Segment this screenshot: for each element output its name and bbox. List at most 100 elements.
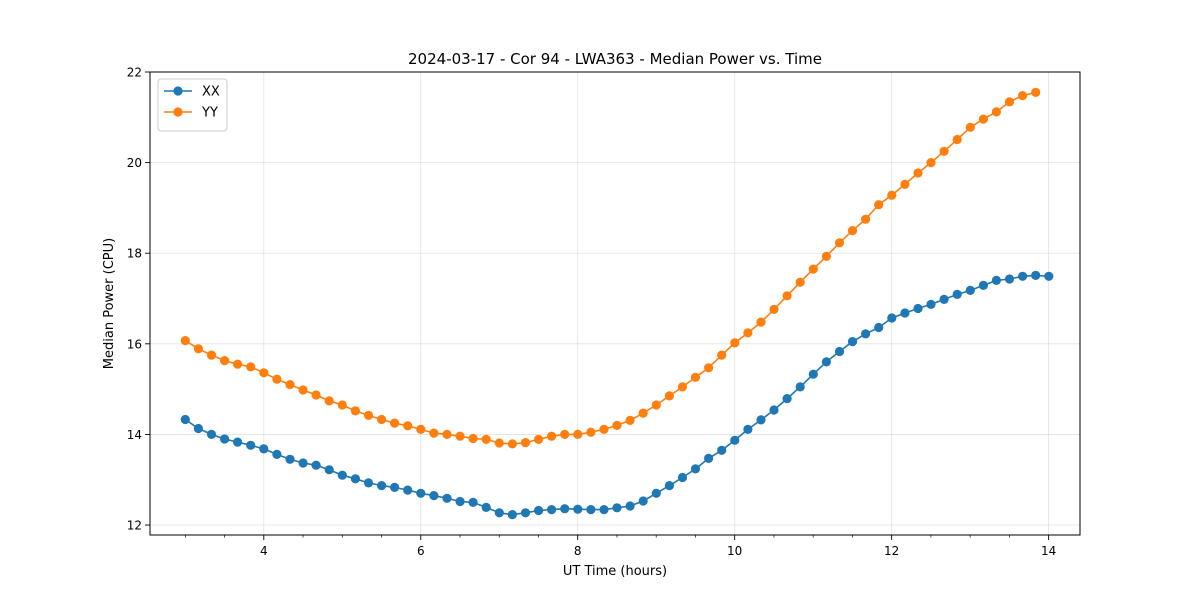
ticks: 4 6 8 10 12 14 12 14 16 18 20 22: [127, 66, 1057, 559]
series-yy-point: [403, 421, 413, 431]
series-xx-point: [612, 503, 622, 513]
y-tick-label: 22: [127, 66, 142, 80]
series-xx-point: [926, 299, 936, 309]
series-yy-point: [651, 400, 661, 410]
series-yy-point: [206, 350, 217, 360]
series-xx-point: [874, 322, 884, 333]
y-tick-label: 14: [127, 428, 142, 442]
series-xx-point: [285, 454, 295, 464]
y-tick-label: 20: [127, 156, 142, 170]
series-xx-point: [1004, 274, 1015, 284]
series-xx-point: [664, 481, 675, 491]
series-xx-point: [481, 502, 491, 512]
series-yy-point: [363, 410, 374, 420]
series-xx-point: [180, 414, 190, 425]
series-yy-point: [259, 368, 269, 378]
series-xx-point: [363, 478, 374, 488]
series-xx-point: [494, 508, 504, 518]
series-yy-point: [756, 317, 766, 327]
series-yy-point: [507, 439, 517, 449]
series-xx-point: [442, 493, 452, 503]
series-yy-point: [769, 304, 779, 314]
series-xx-point: [350, 474, 360, 484]
series-yy-point: [612, 420, 622, 430]
series-yy-point: [991, 107, 1002, 117]
series-yy-point: [1031, 87, 1041, 97]
series-xx-point: [403, 485, 413, 495]
series-yy-point: [520, 438, 531, 448]
series-xx-point: [704, 453, 714, 463]
series-xx-point: [625, 501, 635, 511]
series-yy-point: [324, 396, 334, 406]
series-yy-point: [246, 362, 256, 372]
series-xx-point: [821, 357, 832, 367]
series-xx-point: [952, 289, 962, 299]
series-yy-point: [808, 264, 818, 274]
series-xx-point: [638, 496, 648, 506]
series-xx-point: [468, 497, 478, 507]
legend-yy-label: YY: [201, 106, 218, 121]
series-xx-point: [233, 437, 243, 447]
series-yy-point: [586, 427, 596, 437]
series-xx-point: [782, 394, 792, 404]
series-yy-point: [180, 336, 190, 346]
series-xx-point: [573, 504, 583, 514]
series-xx-point: [900, 308, 910, 318]
series-xx-point: [717, 445, 727, 455]
legend-xx-marker: [173, 86, 183, 96]
series-xx-point: [808, 369, 818, 379]
series-yy-point: [547, 431, 557, 441]
series-xx-point: [599, 505, 609, 515]
series-yy-point: [455, 431, 465, 441]
series-yy-point: [350, 406, 360, 416]
chart-title: 2024-03-17 - Cor 94 - LWA363 - Median Po…: [408, 50, 822, 68]
series-xx-point: [298, 458, 308, 468]
series-yy-point: [560, 429, 570, 439]
series-yy-point: [847, 226, 858, 236]
series-yy-point: [311, 390, 321, 400]
series-xx-point: [429, 491, 439, 501]
series-yy-point: [1018, 91, 1028, 101]
series-yy-point: [965, 122, 975, 132]
x-tick-label: 6: [417, 544, 425, 558]
series-yy-point: [272, 374, 282, 384]
series-yy-point: [390, 418, 400, 428]
series-yy-point: [939, 146, 949, 156]
series-xx-point: [887, 313, 897, 323]
series-yy-point: [704, 363, 714, 373]
series-xx-point: [1044, 271, 1054, 281]
series-xx-point: [769, 405, 779, 415]
x-tick-label: 10: [727, 544, 742, 558]
series-yy-point: [468, 433, 478, 444]
series-xx-point: [259, 444, 269, 454]
series-xx-point: [455, 496, 465, 507]
series-yy-point: [534, 434, 544, 444]
series-yy-point: [1004, 97, 1015, 107]
series-yy-point: [978, 114, 989, 124]
series-yy-point: [861, 214, 871, 224]
series-yy-point: [913, 168, 923, 178]
series-yy-point: [743, 328, 753, 338]
series-yy-point: [298, 385, 308, 395]
series-yy-point: [782, 291, 792, 301]
series-yy-point: [874, 200, 884, 210]
series-xx-point: [991, 275, 1002, 285]
series-xx-point: [246, 440, 256, 450]
legend-xx-label: XX: [202, 85, 220, 100]
series-yy-point: [730, 338, 740, 348]
series-xx-point: [534, 505, 544, 516]
series-xx-point: [520, 508, 531, 518]
series-xx-point: [377, 481, 387, 491]
series-yy-point: [337, 400, 347, 410]
series-yy-point: [599, 424, 609, 434]
series-yy-point: [887, 190, 897, 200]
series-xx-point: [978, 280, 989, 290]
series-yy-point: [926, 158, 936, 168]
series-yy-point: [573, 429, 583, 439]
series-yy-point: [900, 179, 910, 189]
series-xx-point: [847, 337, 858, 347]
series-yy-point: [795, 277, 805, 287]
series-yy-point: [834, 238, 845, 248]
series-xx-point: [220, 434, 230, 444]
series-yy-point: [494, 438, 504, 448]
